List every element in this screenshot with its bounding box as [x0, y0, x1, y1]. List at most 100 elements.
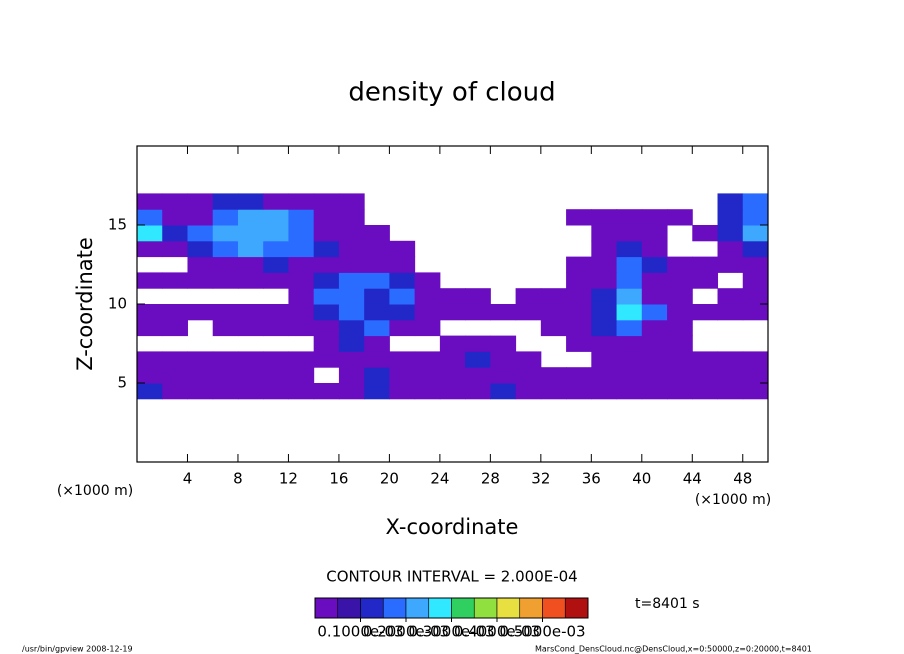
cloud-cell: [313, 209, 340, 226]
colorbar-tick-label: 0.3000e-03: [408, 623, 494, 641]
cloud-cell: [187, 304, 214, 321]
cloud-cell: [717, 367, 744, 384]
cloud-cell: [162, 304, 188, 321]
x-tick-label: 12: [279, 470, 298, 488]
colorbar-band: [519, 597, 543, 619]
cloud-cell: [237, 383, 264, 400]
cloud-cell: [692, 351, 719, 368]
cloud-cell: [313, 383, 340, 400]
cloud-cell: [389, 367, 416, 384]
cloud-cell: [237, 272, 264, 289]
cloud-cell: [162, 351, 188, 368]
cloud-cell: [742, 351, 769, 368]
cloud-cell: [414, 367, 441, 384]
x-tick-label: 24: [430, 470, 449, 488]
cloud-cell: [263, 256, 289, 273]
cloud-cell: [313, 335, 340, 352]
cloud-cell: [338, 256, 365, 273]
cloud-cell: [338, 304, 365, 321]
cloud-cell: [641, 304, 668, 321]
cloud-cell: [490, 351, 517, 368]
y-unit: (×1000 m): [57, 483, 133, 499]
cloud-cell: [237, 256, 264, 273]
cloud-cell: [692, 256, 719, 273]
cloud-cell: [288, 256, 315, 273]
cloud-cell: [692, 225, 719, 242]
cloud-cell: [137, 304, 163, 321]
cloud-cell: [717, 256, 744, 273]
cloud-cell: [641, 383, 668, 400]
footer-right: MarsCond_DensCloud.nc@DensCloud,x=0:5000…: [535, 645, 812, 654]
cloud-cell: [288, 304, 315, 321]
cloud-cell: [490, 304, 517, 321]
cloud-cell: [288, 240, 315, 258]
cloud-cell: [187, 240, 214, 258]
cloud-cell: [465, 304, 491, 321]
cloud-cell: [338, 367, 365, 384]
x-tick-label: 8: [233, 470, 243, 488]
cloud-cell: [263, 225, 289, 242]
cloud-cell: [742, 240, 769, 258]
cloud-cell: [212, 256, 239, 273]
cloud-cell: [187, 272, 214, 289]
y-axis-label: Z-coordinate: [73, 237, 97, 371]
cloud-cell: [591, 351, 618, 368]
cloud-cell: [263, 272, 289, 289]
cloud-cell: [263, 351, 289, 368]
cloud-cell: [162, 272, 188, 289]
cloud-cell: [717, 383, 744, 400]
cloud-cell: [667, 288, 693, 305]
cloud-cell: [288, 272, 315, 289]
cloud-cell: [616, 367, 643, 384]
colorbar-band: [337, 597, 361, 619]
y-tick-label: 10: [108, 295, 127, 313]
cloud-cell: [641, 225, 668, 242]
cloud-cell: [439, 383, 466, 400]
cloud-cell: [641, 319, 668, 337]
cloud-cell: [313, 272, 340, 289]
cloud-cell: [389, 272, 416, 289]
cloud-cell: [288, 225, 315, 242]
cloud-cell: [667, 351, 693, 368]
cloud-cell: [364, 367, 390, 384]
cloud-cell: [263, 304, 289, 321]
cloud-cell: [591, 383, 618, 400]
cloud-cell: [288, 367, 315, 384]
cloud-cell: [288, 351, 315, 368]
cloud-cell: [439, 304, 466, 321]
cloud-cell: [566, 319, 592, 337]
cloud-cell: [288, 383, 315, 400]
cloud-cell: [212, 209, 239, 226]
colorbar-tick-label: 0.5000e-03: [499, 623, 585, 641]
cloud-cell: [616, 225, 643, 242]
cloud-cell: [313, 351, 340, 368]
cloud-cell: [263, 193, 289, 210]
cloud-cell: [364, 335, 390, 352]
cloud-cell: [364, 383, 390, 400]
cloud-cell: [515, 351, 542, 368]
cloud-cell: [490, 383, 517, 400]
colorbar-band: [382, 597, 407, 619]
cloud-cell: [641, 335, 668, 352]
cloud-cell: [212, 225, 239, 242]
y-tick-label: 15: [108, 216, 127, 234]
cloud-cell: [692, 367, 719, 384]
colorbar-band: [542, 597, 566, 619]
cloud-cell: [742, 193, 769, 210]
cloud-cell: [338, 335, 365, 352]
cloud-cell: [591, 272, 618, 289]
cloud-cell: [616, 209, 643, 226]
colorbar-band: [496, 597, 521, 619]
cloud-cell: [313, 319, 340, 337]
cloud-cell: [667, 256, 693, 273]
cloud-cell: [692, 383, 719, 400]
cloud-cell: [641, 240, 668, 258]
cloud-cell: [641, 209, 668, 226]
cloud-cell: [566, 288, 592, 305]
cloud-cell: [566, 367, 592, 384]
cloud-cell: [465, 383, 491, 400]
colorbar-tick-label: 0.4000e-03: [454, 623, 540, 641]
cloud-cell: [591, 304, 618, 321]
cloud-cell: [490, 335, 517, 352]
cloud-cell: [389, 240, 416, 258]
